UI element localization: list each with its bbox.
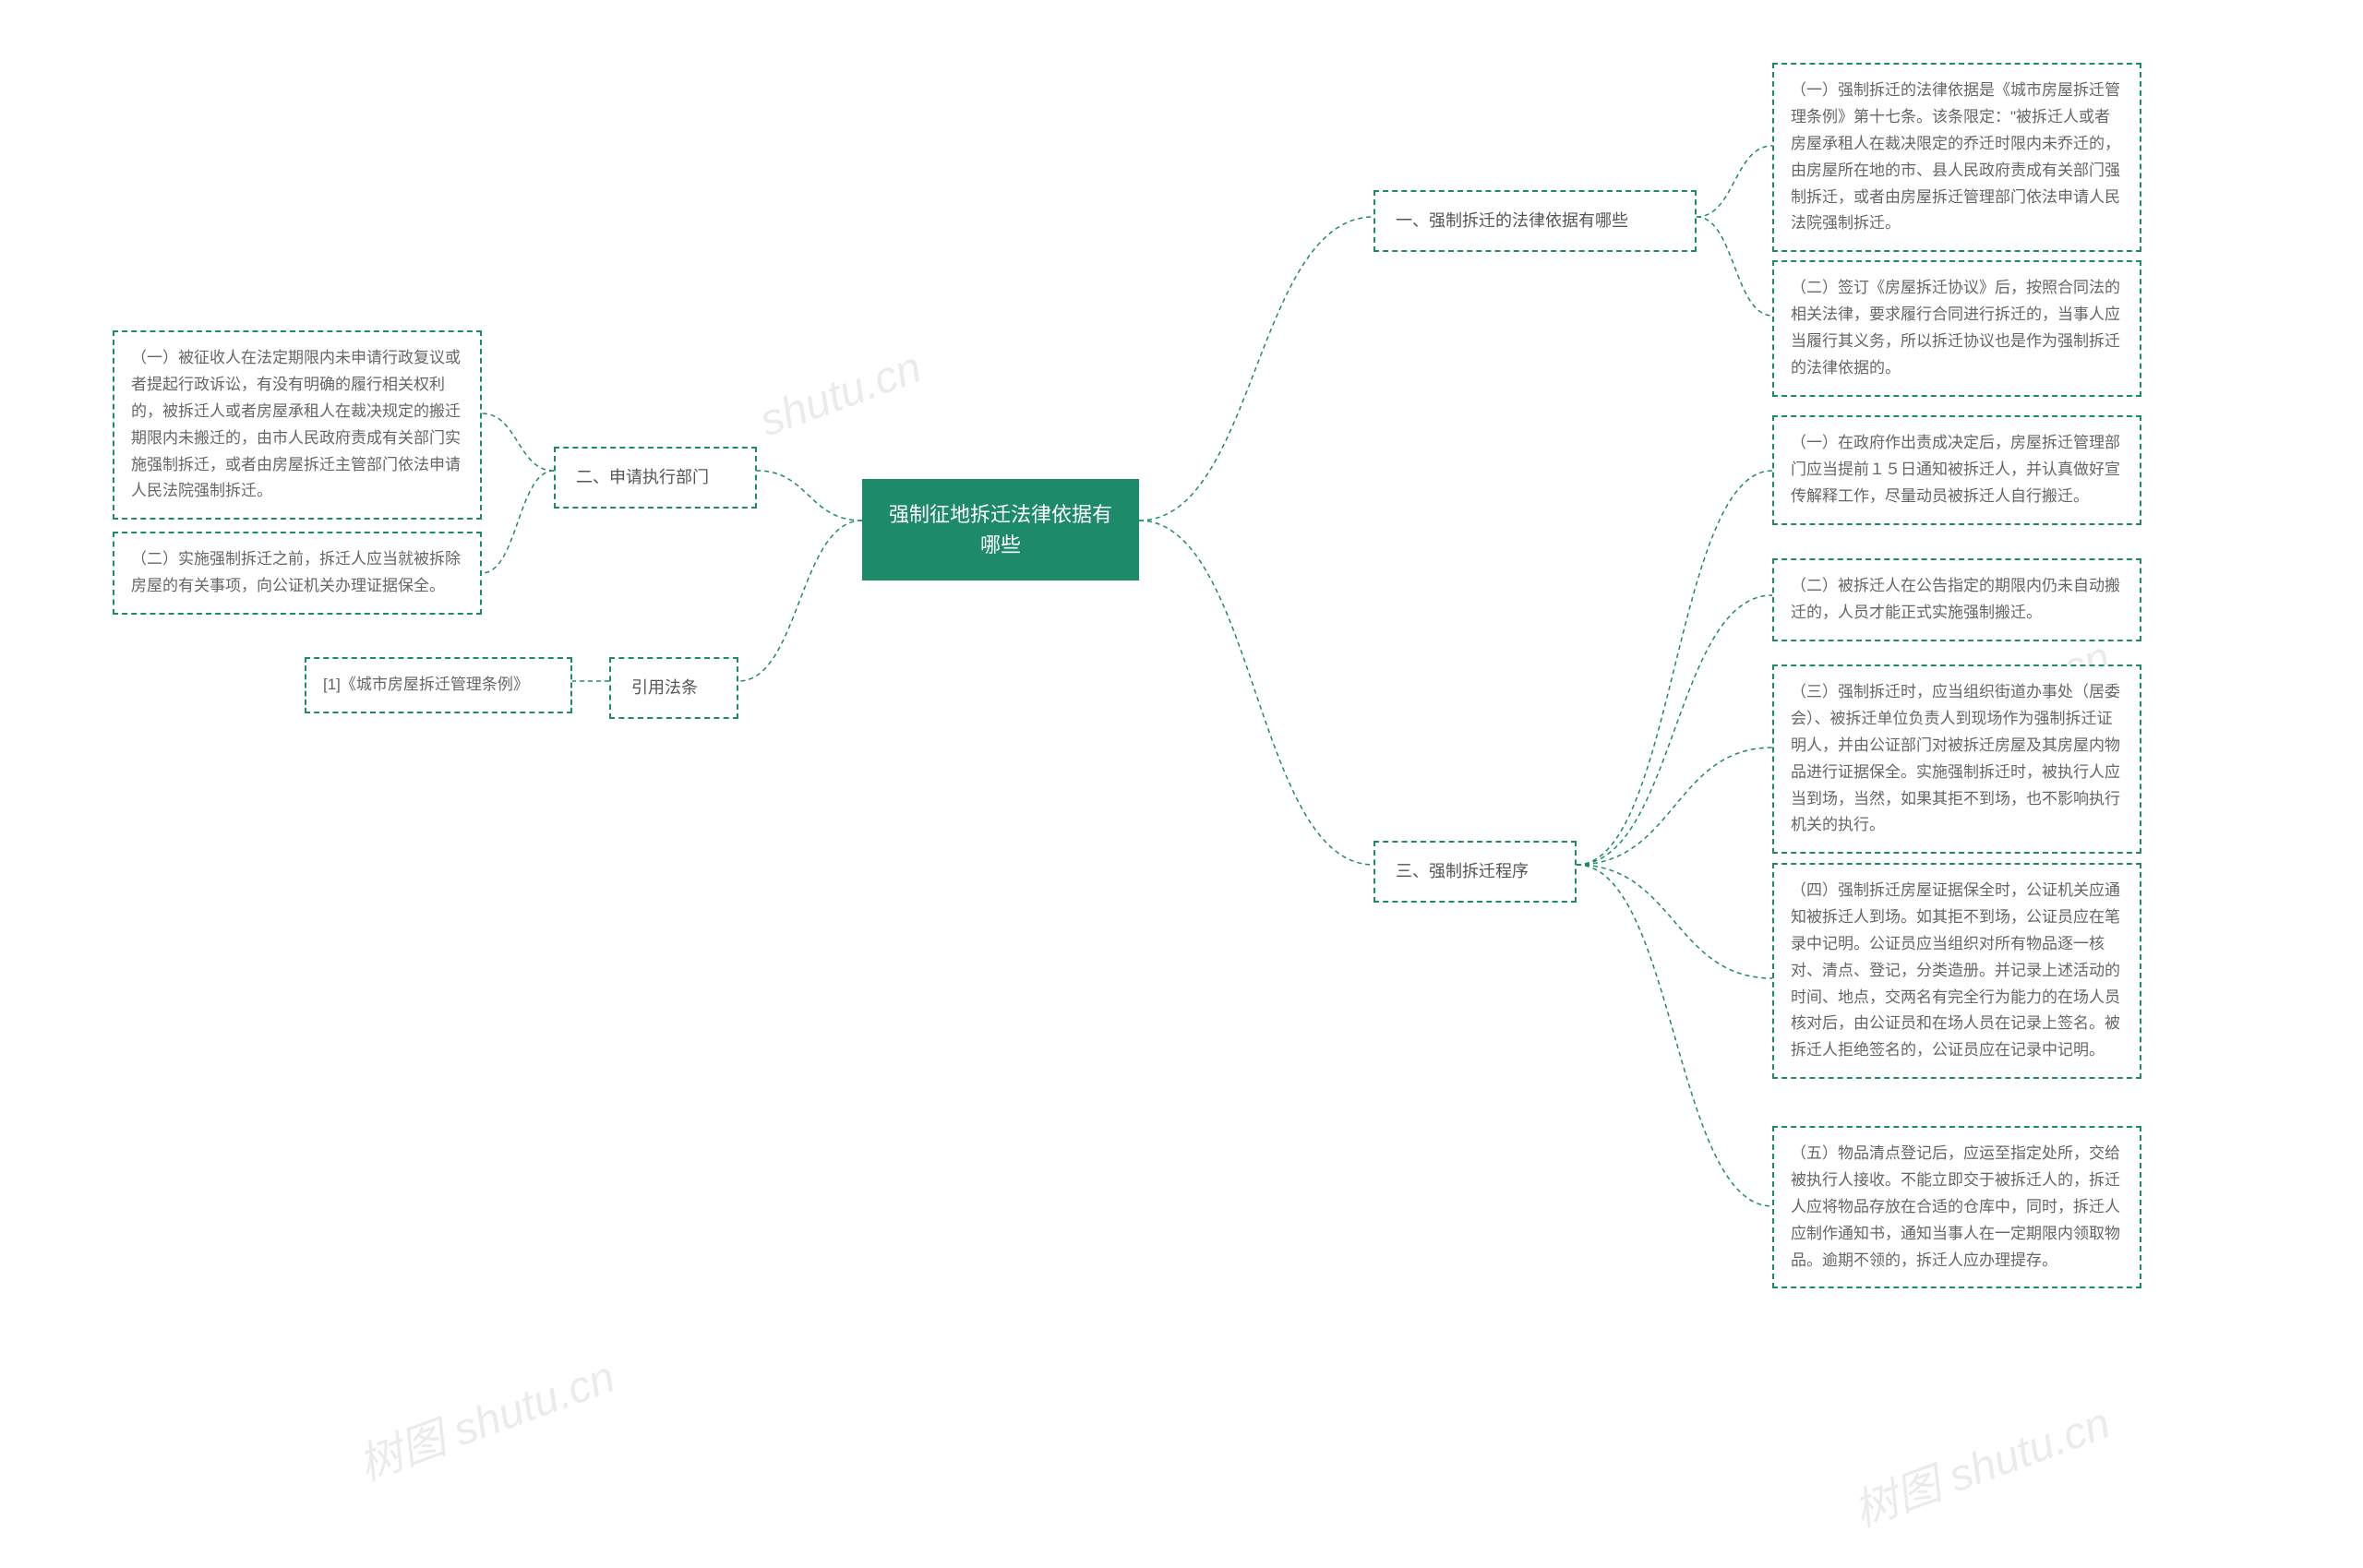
leaf-2-2[interactable]: （二）实施强制拆迁之前，拆迁人应当就被拆除房屋的有关事项，向公证机关办理证据保全… xyxy=(113,532,482,615)
watermark: shutu.cn xyxy=(753,342,928,448)
leaf-3-3[interactable]: （三）强制拆迁时，应当组织街道办事处（居委会）、被拆迁单位负责人到现场作为强制拆… xyxy=(1772,664,2141,854)
root-node[interactable]: 强制征地拆迁法律依据有哪些 xyxy=(862,479,1139,581)
leaf-2-1[interactable]: （一）被征收人在法定期限内未申请行政复议或者提起行政诉讼，有没有明确的履行相关权… xyxy=(113,330,482,520)
branch-3[interactable]: 三、强制拆迁程序 xyxy=(1373,841,1577,903)
branch-4[interactable]: 引用法条 xyxy=(609,657,738,719)
leaf-1-1[interactable]: （一）强制拆迁的法律依据是《城市房屋拆迁管理条例》第十七条。该条限定："被拆迁人… xyxy=(1772,63,2141,252)
watermark: 树图 shutu.cn xyxy=(348,1340,622,1492)
leaf-3-5[interactable]: （五）物品清点登记后，应运至指定处所，交给被执行人接收。不能立即交于被拆迁人的，… xyxy=(1772,1126,2141,1288)
leaf-1-2[interactable]: （二）签订《房屋拆迁协议》后，按照合同法的相关法律，要求履行合同进行拆迁的，当事… xyxy=(1772,260,2141,397)
branch-2[interactable]: 二、申请执行部门 xyxy=(554,447,757,509)
leaf-3-1[interactable]: （一）在政府作出责成决定后，房屋拆迁管理部门应当提前１５日通知被拆迁人，并认真做… xyxy=(1772,415,2141,525)
leaf-4-1[interactable]: [1]《城市房屋拆迁管理条例》 xyxy=(305,657,572,713)
leaf-3-2[interactable]: （二）被拆迁人在公告指定的期限内仍未自动搬迁的，人员才能正式实施强制搬迁。 xyxy=(1772,558,2141,641)
watermark: 树图 shutu.cn xyxy=(1843,1386,2117,1538)
leaf-3-4[interactable]: （四）强制拆迁房屋证据保全时，公证机关应通知被拆迁人到场。如其拒不到场，公证员应… xyxy=(1772,863,2141,1079)
branch-1[interactable]: 一、强制拆迁的法律依据有哪些 xyxy=(1373,190,1697,252)
